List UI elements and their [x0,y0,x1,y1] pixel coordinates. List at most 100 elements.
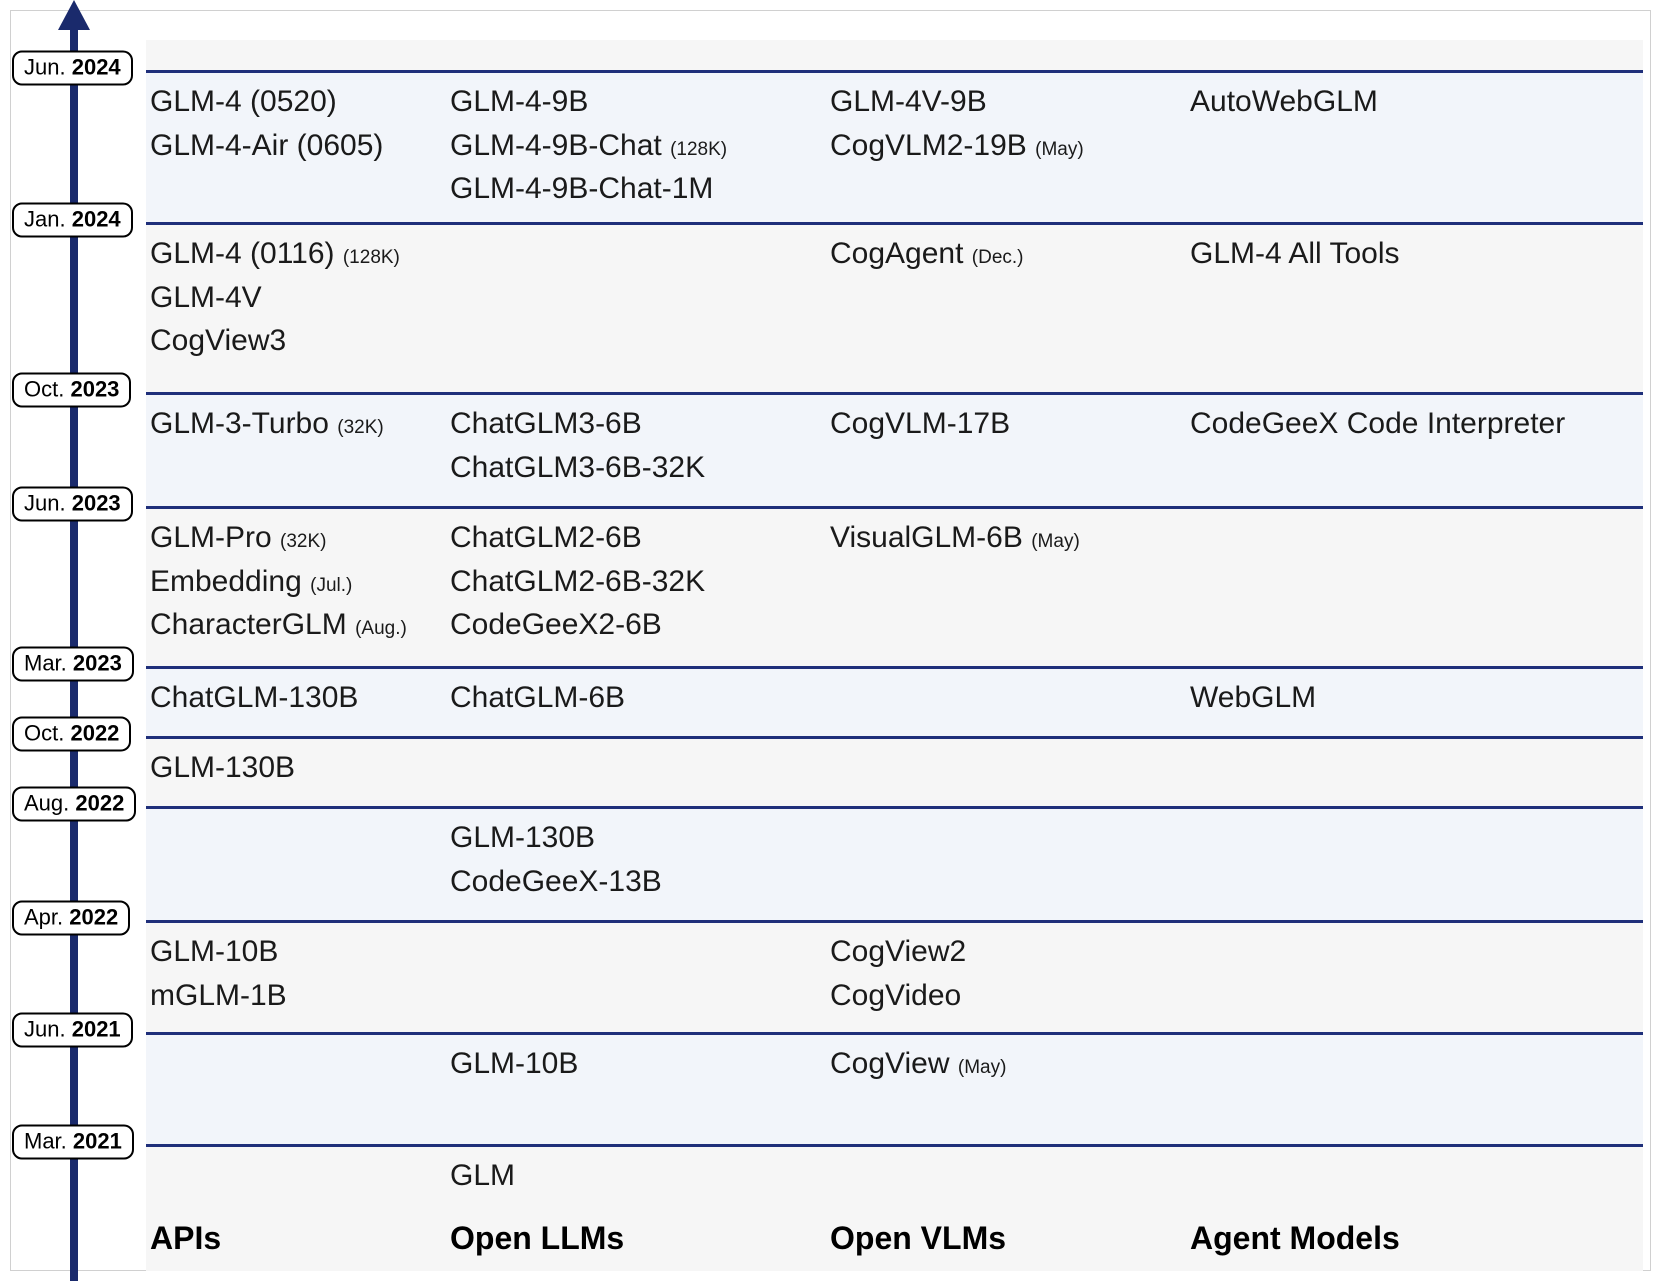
timeline-tick: Jan. 2024 [12,203,133,238]
timeline-rule [146,506,1643,509]
model-name: GLM-130B [450,821,595,854]
model-name: GLM-4 (0520) [150,85,337,118]
model-annotation: (128K) [670,139,727,160]
model-name: AutoWebGLM [1190,85,1378,118]
timeline-rule [146,1144,1643,1147]
model-entry: AutoWebGLM [1190,80,1378,124]
tick-month: Apr. [24,905,63,930]
tick-month: Oct. [24,721,64,746]
tick-month: Jun. [24,1017,66,1042]
model-annotation: (May) [958,1057,1007,1078]
tick-year: 2023 [73,651,122,676]
timeline-cell: CogAgent (Dec.) [830,232,1024,276]
model-annotation: (May) [1035,139,1084,160]
timeline-rule [146,392,1643,395]
timeline-tick: Oct. 2023 [12,373,131,408]
model-entry: CogAgent (Dec.) [830,232,1024,276]
timeline-tick: Jun. 2021 [12,1013,133,1048]
model-entry: GLM [450,1154,515,1198]
model-entry: GLM-4 All Tools [1190,232,1400,276]
timeline-cell: GLM-4 All Tools [1190,232,1400,276]
tick-month: Aug. [24,791,69,816]
timeline-cell: GLM-4 (0116) (128K)GLM-4VCogView3 [150,232,400,363]
model-name: GLM-4V [150,281,262,314]
model-entry: CogView3 [150,319,400,363]
timeline-cell: CogView2CogVideo [830,930,966,1017]
model-entry: CogView (May) [830,1042,1006,1086]
model-name: CogVLM-17B [830,407,1010,440]
timeline-cell: GLM-4 (0520) GLM-4-Air (0605) [150,80,383,167]
model-entry: ChatGLM3-6B-32K [450,446,705,490]
model-entry: GLM-4V [150,276,400,320]
model-annotation: (32K) [280,531,326,552]
timeline-cell: GLM-10BmGLM-1B [150,930,287,1017]
row-band [146,668,1643,736]
timeline-tick: Jun. 2024 [12,51,133,86]
timeline-tick: Jun. 2023 [12,487,133,522]
tick-year: 2023 [70,377,119,402]
model-name: GLM-4 All Tools [1190,237,1400,270]
model-entry: GLM-10B [450,1042,578,1086]
model-name: GLM-4-9B-Chat [450,129,662,162]
model-name: CogAgent [830,237,963,270]
model-name: ChatGLM2-6B-32K [450,565,705,598]
timeline-rule [146,666,1643,669]
model-entry: GLM-4 (0520) [150,80,383,124]
timeline-rule [146,920,1643,923]
model-entry: GLM-4-9B-Chat (128K) [450,124,727,168]
model-name: ChatGLM-6B [450,681,625,714]
model-entry: CogVLM-17B [830,402,1010,446]
model-entry: GLM-3-Turbo (32K) [150,402,384,446]
column-header: Open VLMs [830,1220,1006,1257]
model-name: CodeGeeX-13B [450,865,662,898]
timeline-cell: CodeGeeX Code Interpreter [1190,402,1565,446]
timeline-rule [146,70,1643,73]
model-name: GLM-3-Turbo [150,407,329,440]
model-entry: CogView2 [830,930,966,974]
tick-year: 2021 [73,1129,122,1154]
model-entry: CogVLM2-19B (May) [830,124,1084,168]
model-annotation: (Aug.) [355,618,407,639]
model-entry: GLM-4V-9B [830,80,1084,124]
tick-year: 2024 [72,207,121,232]
model-name: GLM-4-9B [450,85,588,118]
tick-month: Jun. [24,55,66,80]
timeline-cell: GLM [450,1154,515,1198]
timeline-cell: WebGLM [1190,676,1316,720]
timeline-cell: GLM-4-9BGLM-4-9B-Chat (128K)GLM-4-9B-Cha… [450,80,727,211]
tick-year: 2022 [70,721,119,746]
column-header: APIs [150,1220,221,1257]
model-entry: GLM-130B [450,816,662,860]
model-name: GLM-10B [450,1047,578,1080]
timeline-cell: ChatGLM-6B [450,676,625,720]
timeline-cell: CogView (May) [830,1042,1006,1086]
timeline-cell: VisualGLM-6B (May) [830,516,1080,560]
model-name: WebGLM [1190,681,1316,714]
model-annotation: (Jul.) [310,575,352,596]
model-name: GLM-4-9B-Chat-1M [450,172,713,205]
row-band [146,808,1643,920]
model-name: GLM-10B [150,935,278,968]
timeline-tick: Oct. 2022 [12,717,131,752]
model-entry: ChatGLM3-6B [450,402,705,446]
model-entry: CharacterGLM (Aug.) [150,603,407,647]
model-annotation: (128K) [343,247,400,268]
tick-year: 2024 [72,55,121,80]
model-annotation: (May) [1031,531,1080,552]
model-name: ChatGLM-130B [150,681,358,714]
row-band [146,738,1643,806]
model-entry: CodeGeeX Code Interpreter [1190,402,1565,446]
timeline-cell: GLM-10B [450,1042,578,1086]
model-name: CharacterGLM [150,608,347,641]
model-name: CogView [830,1047,950,1080]
timeline-cell: GLM-130B [150,746,295,790]
model-name: CodeGeeX2-6B [450,608,662,641]
model-name: GLM-4-Air (0605) [150,129,383,162]
model-entry: GLM-Pro (32K) [150,516,407,560]
timeline-tick: Mar. 2021 [12,1125,134,1160]
model-name: ChatGLM2-6B [450,521,642,554]
timeline-tick: Aug. 2022 [12,787,136,822]
column-header: Agent Models [1190,1220,1400,1257]
row-band [146,40,1643,70]
model-entry: ChatGLM-130B [150,676,358,720]
